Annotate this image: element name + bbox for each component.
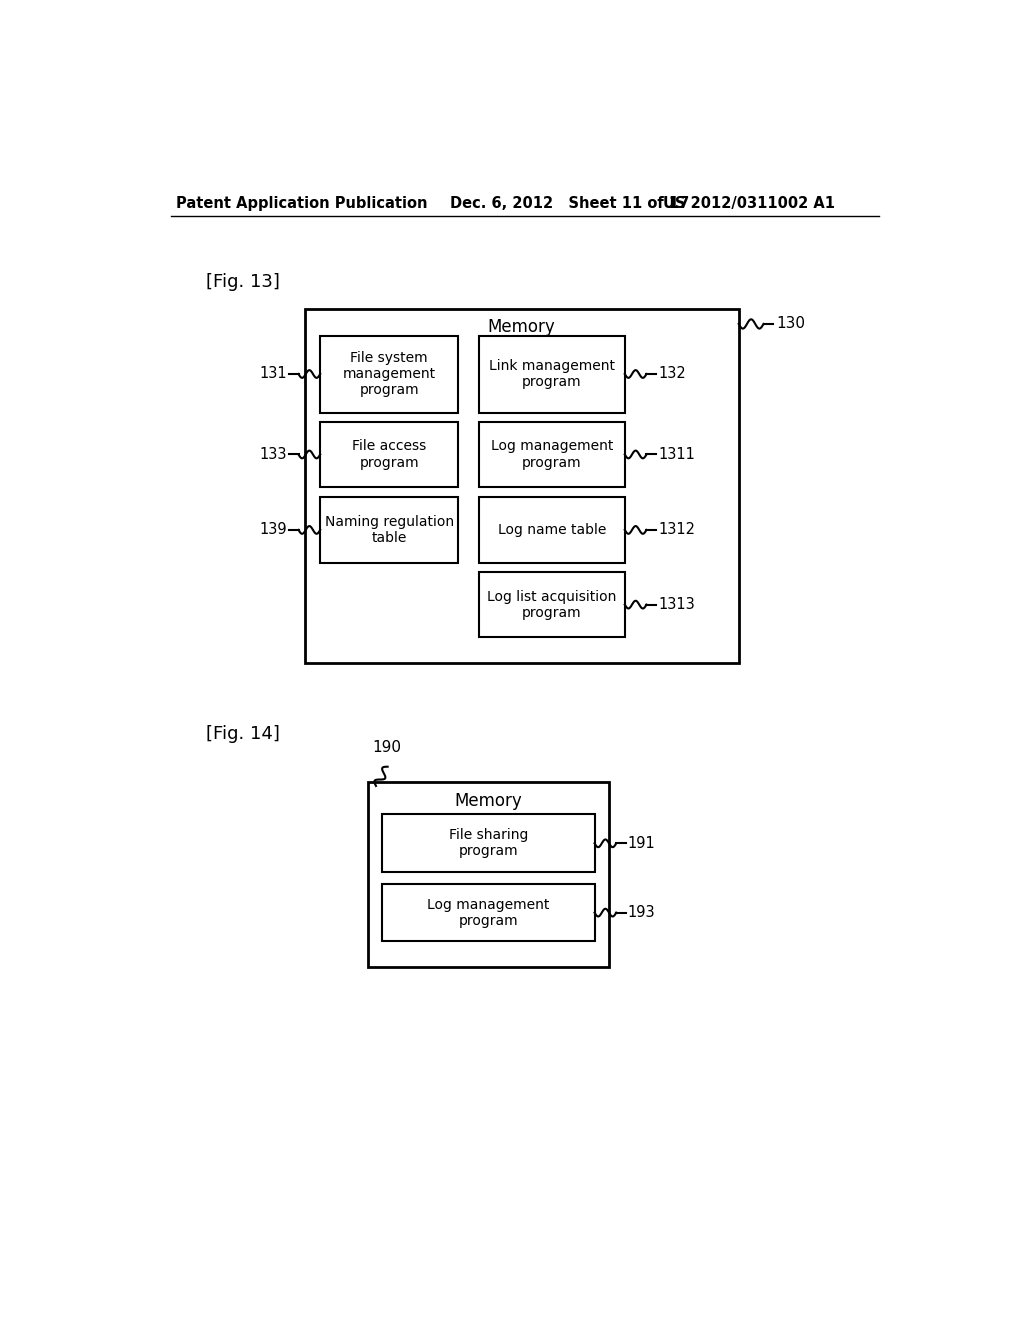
Text: 132: 132 [658, 367, 686, 381]
Bar [321, 335, 458, 412]
Text: 191: 191 [628, 836, 655, 851]
Text: Link management
program: Link management program [488, 359, 615, 389]
Text: Log name table: Log name table [498, 523, 606, 537]
Text: Log management
program: Log management program [490, 440, 613, 470]
Text: 133: 133 [259, 447, 287, 462]
Text: Patent Application Publication: Patent Application Publication [176, 195, 428, 211]
Bar [369, 781, 608, 966]
Text: 193: 193 [628, 906, 655, 920]
Text: 131: 131 [259, 367, 287, 381]
Text: 1313: 1313 [658, 597, 695, 612]
Bar [382, 884, 595, 941]
Text: Log management
program: Log management program [427, 898, 550, 928]
Text: [Fig. 14]: [Fig. 14] [206, 726, 280, 743]
Bar [479, 335, 625, 412]
Bar [321, 498, 458, 562]
Bar [305, 309, 738, 663]
Text: Log list acquisition
program: Log list acquisition program [487, 590, 616, 619]
Text: File access
program: File access program [352, 440, 426, 470]
Bar [479, 422, 625, 487]
Text: File system
management
program: File system management program [343, 351, 436, 397]
Text: Memory: Memory [455, 792, 522, 809]
Text: File sharing
program: File sharing program [449, 828, 528, 858]
Text: 139: 139 [259, 523, 287, 537]
Text: 130: 130 [776, 317, 805, 331]
Text: 1311: 1311 [658, 447, 695, 462]
Text: Dec. 6, 2012   Sheet 11 of 17: Dec. 6, 2012 Sheet 11 of 17 [450, 195, 689, 211]
Bar [479, 498, 625, 562]
Text: 1312: 1312 [658, 523, 695, 537]
Text: 190: 190 [372, 741, 401, 755]
Bar [321, 422, 458, 487]
Text: US 2012/0311002 A1: US 2012/0311002 A1 [663, 195, 835, 211]
Text: Naming regulation
table: Naming regulation table [325, 515, 454, 545]
Bar [479, 572, 625, 638]
Text: Memory: Memory [487, 318, 556, 337]
Text: [Fig. 13]: [Fig. 13] [206, 273, 280, 290]
Bar [382, 814, 595, 873]
